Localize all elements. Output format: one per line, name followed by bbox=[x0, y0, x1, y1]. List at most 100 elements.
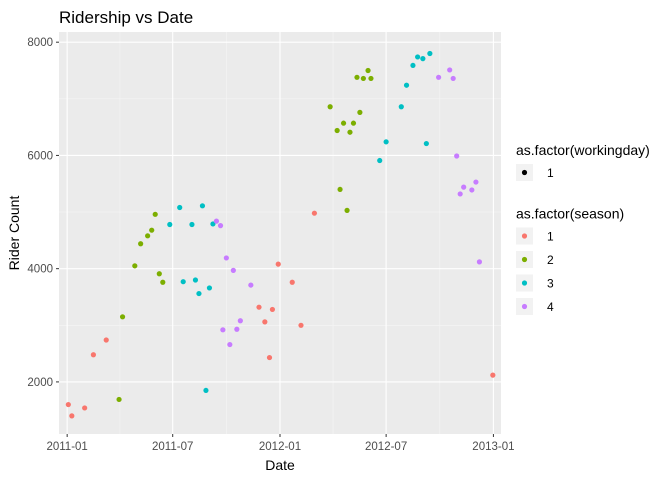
data-point-season-2 bbox=[119, 314, 126, 320]
y-tick-label: 8000 bbox=[27, 37, 53, 49]
legend-label: 1 bbox=[547, 166, 554, 180]
legend-title: as.factor(workingday) bbox=[516, 142, 650, 158]
y-tick-label: 6000 bbox=[27, 150, 53, 162]
data-point-season-2 bbox=[337, 186, 343, 193]
data-point-season-1 bbox=[289, 279, 295, 285]
data-point-season-4 bbox=[454, 153, 460, 159]
data-point-season-2 bbox=[334, 127, 340, 134]
legend-label: 4 bbox=[547, 300, 554, 314]
data-point-season-3 bbox=[427, 50, 433, 57]
data-point-season-3 bbox=[423, 140, 429, 147]
data-point-season-1 bbox=[262, 319, 268, 325]
data-point-season-1 bbox=[103, 337, 109, 343]
data-point-season-2 bbox=[360, 75, 366, 82]
chart-title: Ridership vs Date bbox=[59, 8, 193, 27]
data-point-season-1 bbox=[298, 322, 304, 328]
data-point-season-2 bbox=[145, 233, 151, 239]
data-point-season-1 bbox=[256, 304, 262, 310]
y-tick-label: 4000 bbox=[27, 264, 53, 276]
y-axis: 2000 4000 6000 8000 bbox=[27, 37, 59, 389]
data-point-season-1 bbox=[490, 372, 496, 378]
data-point-season-3 bbox=[189, 221, 195, 228]
data-point-season-2 bbox=[344, 207, 350, 213]
data-point-season-2 bbox=[152, 211, 158, 217]
data-point-season-1 bbox=[90, 352, 97, 358]
legend-label: 2 bbox=[547, 253, 554, 267]
data-point-season-4 bbox=[447, 67, 453, 73]
data-point-season-4 bbox=[469, 187, 475, 193]
data-point-season-4 bbox=[436, 74, 442, 80]
data-point-season-4 bbox=[230, 267, 236, 273]
x-axis: 2011-01 2011-07 2012-01 2012-07 2013-01 bbox=[46, 434, 515, 453]
data-point-season-3 bbox=[180, 279, 186, 285]
legend-key-point bbox=[521, 303, 528, 310]
data-point-season-2 bbox=[138, 241, 144, 247]
data-point-season-4 bbox=[457, 191, 463, 197]
legend-label: 1 bbox=[547, 230, 554, 244]
x-tick-label: 2013-01 bbox=[472, 441, 514, 453]
legend-label: 3 bbox=[547, 277, 554, 291]
x-tick-label: 2011-01 bbox=[46, 441, 87, 453]
data-points bbox=[65, 50, 496, 419]
data-point-season-2 bbox=[132, 263, 138, 269]
y-tick-label: 2000 bbox=[27, 377, 53, 389]
data-point-season-3 bbox=[199, 203, 206, 209]
data-point-season-1 bbox=[311, 210, 318, 216]
data-point-season-3 bbox=[403, 82, 410, 88]
data-point-season-2 bbox=[350, 120, 357, 126]
data-point-season-1 bbox=[266, 354, 273, 361]
data-point-season-2 bbox=[160, 279, 166, 285]
data-point-season-2 bbox=[149, 227, 155, 233]
data-point-season-4 bbox=[476, 259, 483, 265]
data-point-season-3 bbox=[206, 285, 213, 291]
data-point-season-1 bbox=[82, 405, 88, 411]
data-point-season-3 bbox=[383, 139, 389, 145]
legend-key-point bbox=[521, 169, 528, 176]
data-point-season-3 bbox=[398, 104, 404, 110]
data-point-season-1 bbox=[269, 306, 276, 313]
data-point-season-2 bbox=[365, 67, 371, 74]
data-point-season-4 bbox=[213, 218, 220, 224]
data-point-season-4 bbox=[234, 326, 240, 332]
data-point-season-4 bbox=[248, 282, 254, 288]
data-point-season-3 bbox=[177, 204, 183, 211]
data-point-season-3 bbox=[167, 221, 173, 228]
data-point-season-2 bbox=[368, 75, 374, 82]
data-point-season-1 bbox=[69, 413, 75, 419]
data-point-season-4 bbox=[237, 318, 243, 324]
data-point-season-1 bbox=[275, 261, 281, 267]
data-point-season-3 bbox=[415, 54, 421, 60]
data-point-season-2 bbox=[354, 74, 360, 80]
data-point-season-2 bbox=[327, 104, 333, 110]
x-tick-label: 2012-07 bbox=[365, 441, 407, 453]
data-point-season-3 bbox=[210, 221, 216, 227]
data-point-season-4 bbox=[223, 255, 229, 261]
data-point-season-3 bbox=[196, 290, 202, 297]
legend-key-point bbox=[521, 280, 528, 286]
data-point-season-2 bbox=[340, 120, 347, 126]
data-point-season-4 bbox=[220, 327, 226, 333]
y-axis-title: Rider Count bbox=[6, 196, 22, 271]
data-point-season-3 bbox=[192, 277, 199, 283]
data-point-season-3 bbox=[420, 56, 426, 62]
data-point-season-3 bbox=[203, 387, 209, 394]
data-point-season-3 bbox=[410, 62, 416, 69]
data-point-season-4 bbox=[217, 223, 224, 229]
data-point-season-4 bbox=[227, 341, 233, 348]
legend-title: as.factor(season) bbox=[516, 206, 624, 222]
x-tick-label: 2012-01 bbox=[259, 441, 301, 453]
x-tick-label: 2011-07 bbox=[152, 441, 193, 453]
data-point-season-2 bbox=[347, 129, 353, 135]
data-point-season-2 bbox=[116, 396, 122, 403]
legend: as.factor(workingday) 1 as.factor(season) 1… bbox=[516, 142, 650, 315]
legend-key-point bbox=[521, 233, 528, 239]
data-point-season-4 bbox=[450, 75, 456, 82]
data-point-season-4 bbox=[461, 184, 467, 190]
major-gridlines bbox=[59, 32, 501, 434]
data-point-season-1 bbox=[65, 401, 71, 408]
data-point-season-2 bbox=[156, 271, 162, 277]
data-point-season-3 bbox=[377, 157, 383, 164]
legend-key-point bbox=[521, 256, 528, 263]
data-point-season-4 bbox=[473, 179, 479, 185]
